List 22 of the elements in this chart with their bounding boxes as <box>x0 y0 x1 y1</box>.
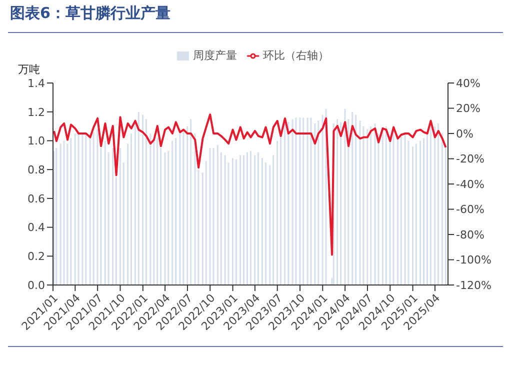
y-tick-label: 0.8 <box>28 163 45 176</box>
chart-title: 图表6：草甘膦行业产量 <box>10 4 170 23</box>
y-tick-label: 0.4 <box>28 221 45 234</box>
y-tick-label: 1.0 <box>28 134 45 148</box>
y2-tick-label: -80% <box>456 228 484 242</box>
y2-tick-label: -100% <box>456 254 492 267</box>
y2-tick-label: -120% <box>456 278 492 292</box>
line-series <box>53 114 447 256</box>
y-tick-label: 1.4 <box>28 76 45 90</box>
y2-tick-label: -60% <box>456 203 484 216</box>
y-tick-label: 1.2 <box>28 106 45 119</box>
y2-tick-label: 0% <box>456 127 474 140</box>
y-tick-label: 0.2 <box>28 250 45 264</box>
y2-tick-label: -20% <box>456 152 484 166</box>
y-tick-label: 0.0 <box>28 278 45 292</box>
y-axis-title: 万吨 <box>18 62 40 77</box>
legend-label: 环比（右轴） <box>263 49 329 62</box>
legend-label: 周度产量 <box>193 49 237 62</box>
y-tick-label: 0.6 <box>28 192 45 206</box>
y2-tick-label: -40% <box>456 178 484 191</box>
y2-tick-label: 20% <box>456 102 480 116</box>
y2-tick-label: 40% <box>456 76 480 90</box>
